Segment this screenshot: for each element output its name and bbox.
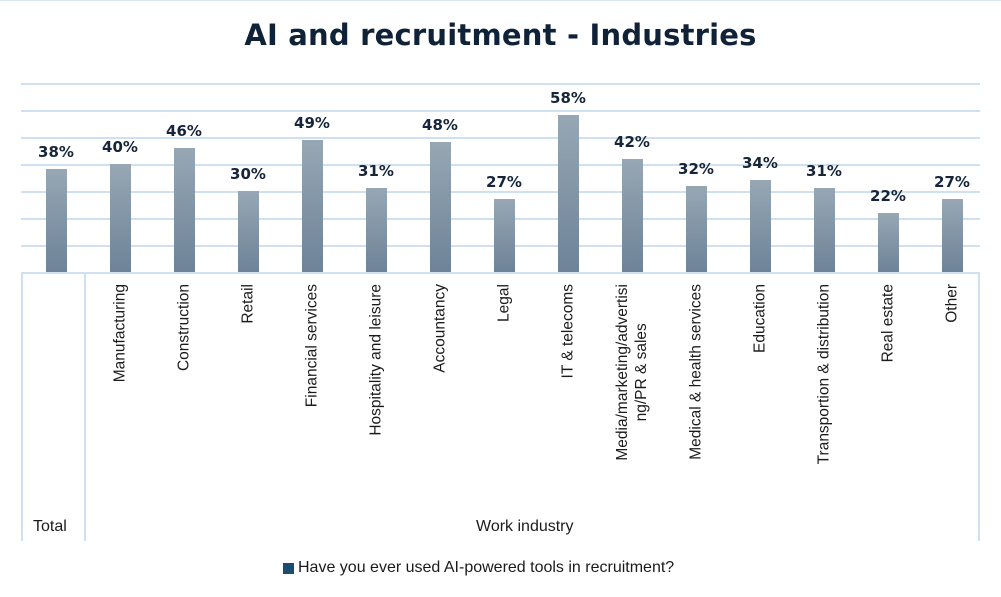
data-label: 58%	[550, 89, 586, 108]
bar[interactable]	[622, 158, 643, 272]
category-label: Financial services	[303, 284, 321, 408]
category-label: Legal	[495, 284, 513, 322]
data-label: 34%	[742, 154, 778, 173]
group-label-work-industry: Work industry	[476, 518, 574, 535]
bar[interactable]	[558, 115, 579, 272]
category-axis: Total Work industry Manufacturing Constru…	[21, 272, 980, 541]
gridline	[21, 164, 980, 166]
data-label: 31%	[358, 162, 394, 181]
category-label: Education	[751, 284, 769, 353]
bar[interactable]	[174, 147, 195, 272]
data-label: 42%	[614, 132, 650, 151]
category-label: IT & telecoms	[559, 284, 577, 379]
legend-swatch	[283, 562, 294, 574]
bar[interactable]	[366, 188, 387, 272]
bar[interactable]	[110, 164, 131, 272]
gridline	[21, 83, 980, 85]
legend: Have you ever used AI-powered tools in r…	[283, 559, 674, 577]
group-label-total: Total	[33, 518, 67, 535]
data-label: 48%	[422, 116, 458, 135]
bar[interactable]	[750, 180, 771, 272]
bar[interactable]	[878, 212, 899, 272]
plot-area: 38% 40% 46% 30% 49% 31% 48% 27% 58% 42% 32% 34% 31% 2…	[21, 83, 980, 273]
axis-line	[21, 272, 980, 274]
category-label: Accountancy	[431, 284, 449, 373]
bar[interactable]	[686, 185, 707, 272]
data-label: 31%	[806, 162, 842, 181]
chart-title: AI and recruitment - Industries	[244, 18, 757, 52]
data-label: 27%	[486, 173, 522, 192]
bar[interactable]	[238, 191, 259, 272]
category-label: Medical & health services	[687, 284, 705, 460]
bar[interactable]	[46, 169, 67, 272]
data-label: 30%	[230, 165, 266, 183]
gridline	[21, 137, 980, 139]
top-border	[0, 0, 1001, 1]
bar[interactable]	[430, 142, 451, 272]
gridline	[21, 110, 980, 112]
axis-divider	[21, 272, 23, 541]
data-label: 49%	[294, 113, 330, 132]
data-label: 46%	[166, 121, 202, 140]
category-label: Transportion & distribution	[815, 284, 833, 465]
category-label: Construction	[175, 284, 193, 372]
data-label: 38%	[38, 143, 74, 162]
gridline	[21, 191, 980, 193]
data-label: 40%	[102, 138, 138, 156]
category-label: Real estate	[879, 284, 897, 363]
category-label: Media/marketing/advertisi ng/PR & sales	[614, 284, 650, 461]
axis-divider	[84, 272, 86, 541]
category-label: Retail	[239, 284, 257, 324]
axis-divider	[978, 272, 980, 541]
category-label: Other	[943, 284, 961, 323]
data-label: 22%	[870, 186, 906, 205]
data-label: 32%	[678, 159, 714, 178]
data-label: 27%	[934, 173, 970, 192]
bar[interactable]	[942, 199, 963, 272]
category-label: Hospitality and leisure	[367, 284, 385, 436]
bar[interactable]	[494, 199, 515, 272]
bar[interactable]	[302, 139, 323, 272]
bar[interactable]	[814, 188, 835, 272]
legend-label: Have you ever used AI-powered tools in r…	[298, 559, 675, 576]
category-label: Manufacturing	[111, 284, 129, 383]
